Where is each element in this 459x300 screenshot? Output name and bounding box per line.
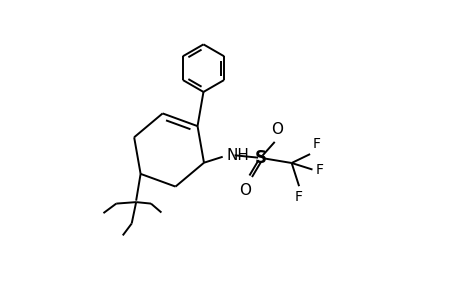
- Text: F: F: [315, 164, 323, 177]
- Text: O: O: [239, 183, 251, 198]
- Text: S: S: [254, 149, 266, 167]
- Text: NH: NH: [226, 148, 249, 163]
- Text: F: F: [295, 190, 302, 204]
- Text: O: O: [270, 122, 282, 137]
- Text: F: F: [313, 137, 320, 151]
